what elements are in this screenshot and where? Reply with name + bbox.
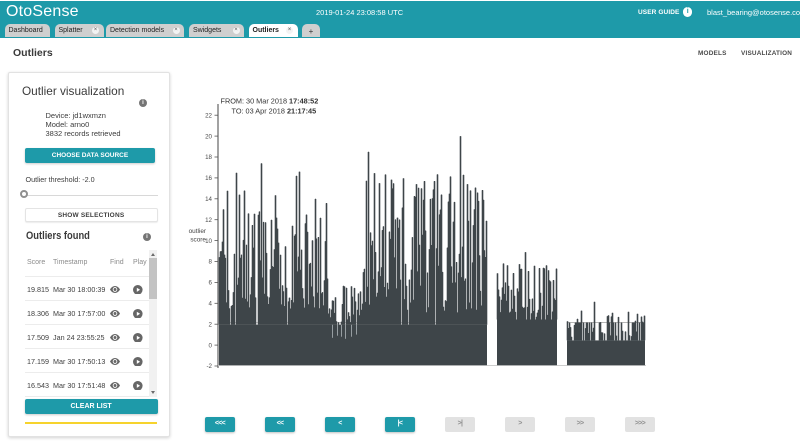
svg-text:6: 6 bbox=[209, 280, 213, 287]
svg-text:22: 22 bbox=[205, 112, 212, 119]
svg-text:16: 16 bbox=[205, 175, 212, 182]
svg-text:10: 10 bbox=[205, 238, 212, 245]
svg-text:TO: 03 Apr 2018 21:17:45: TO: 03 Apr 2018 21:17:45 bbox=[232, 107, 317, 116]
svg-text:-2: -2 bbox=[206, 363, 212, 370]
svg-text:20: 20 bbox=[205, 133, 212, 140]
svg-text:score: score bbox=[190, 237, 206, 244]
svg-text:4: 4 bbox=[209, 301, 213, 308]
svg-text:12: 12 bbox=[205, 217, 212, 224]
svg-text:outlier: outlier bbox=[189, 228, 207, 235]
svg-text:2: 2 bbox=[209, 321, 213, 328]
svg-text:14: 14 bbox=[205, 196, 212, 203]
svg-text:18: 18 bbox=[205, 154, 212, 161]
svg-text:FROM: 30 Mar 2018 17:48:52: FROM: 30 Mar 2018 17:48:52 bbox=[221, 97, 319, 106]
svg-text:8: 8 bbox=[209, 259, 213, 266]
svg-text:0: 0 bbox=[209, 342, 213, 349]
